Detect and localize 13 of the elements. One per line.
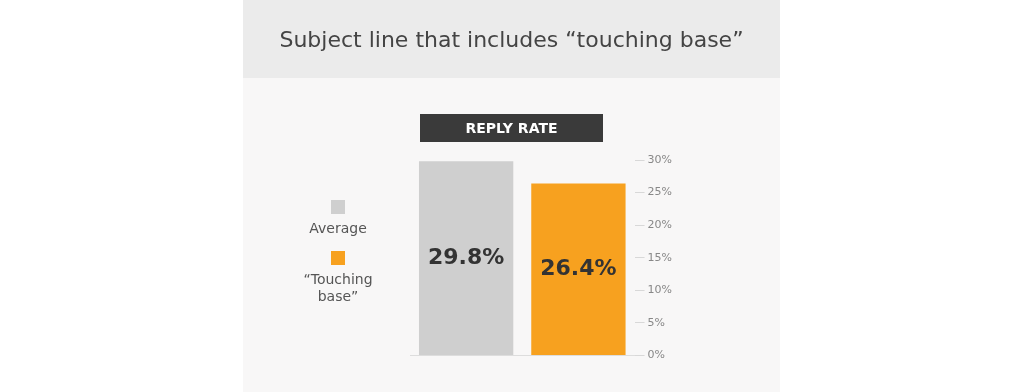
y-tick-label: 15% xyxy=(647,250,672,264)
legend-label: Average xyxy=(309,220,367,237)
y-tick-label: 0% xyxy=(647,348,665,362)
chart-title: Subject line that includes “touching base” xyxy=(279,26,744,52)
text: 26.4% xyxy=(540,255,617,281)
y-tick-label: 5% xyxy=(647,315,665,329)
y-tick-label: 20% xyxy=(647,217,672,231)
y-tick-label: 25% xyxy=(647,185,672,199)
y-tick-label: 30% xyxy=(647,152,672,166)
y-tick-label: 10% xyxy=(647,283,672,297)
chart-subtitle: REPLY RATE xyxy=(420,114,603,142)
legend-label: “Touching base” xyxy=(302,271,374,305)
text: 29.8% xyxy=(427,244,505,270)
